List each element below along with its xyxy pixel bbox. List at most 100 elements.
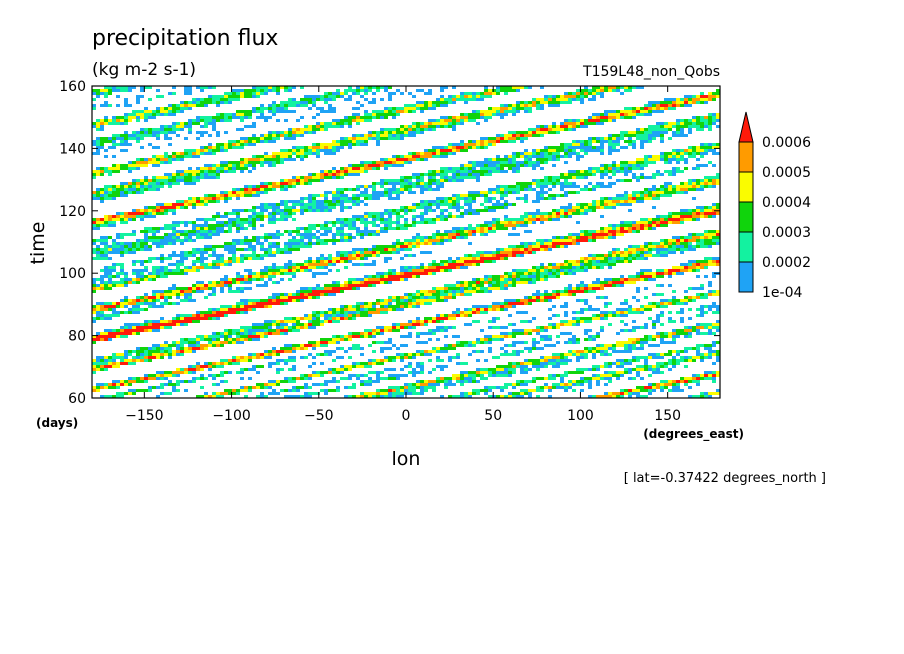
heatmap-cell — [552, 128, 564, 131]
heatmap-cell — [344, 137, 348, 140]
heatmap-cell — [208, 227, 216, 230]
heatmap-cell — [628, 131, 636, 134]
heatmap-cell — [164, 203, 172, 206]
heatmap-cell — [464, 311, 472, 314]
heatmap-cell — [516, 155, 520, 158]
heatmap-cell — [100, 359, 104, 362]
heatmap-cell — [488, 308, 492, 311]
heatmap-cell — [228, 116, 232, 119]
heatmap-cell — [436, 338, 440, 341]
heatmap-cell — [436, 119, 440, 122]
heatmap-cell — [568, 203, 572, 206]
heatmap-cell — [716, 353, 720, 356]
heatmap-cell — [204, 203, 208, 206]
heatmap-cell — [332, 98, 336, 101]
heatmap-cell — [580, 317, 592, 320]
heatmap-cell — [244, 269, 252, 272]
heatmap-cell — [428, 221, 436, 224]
heatmap-cell — [188, 236, 192, 239]
heatmap-cell — [516, 161, 524, 164]
heatmap-cell — [476, 311, 480, 314]
heatmap-cell — [196, 101, 200, 104]
heatmap-cell — [604, 203, 608, 206]
heatmap-cell — [664, 107, 668, 110]
heatmap-cell — [120, 302, 128, 305]
heatmap-cell — [588, 239, 592, 242]
heatmap-cell — [424, 266, 428, 269]
heatmap-cell — [472, 341, 476, 344]
heatmap-cell — [280, 212, 284, 215]
heatmap-cell — [524, 272, 528, 275]
heatmap-cell — [132, 191, 136, 194]
heatmap-cell — [412, 209, 416, 212]
heatmap-cell — [552, 356, 560, 359]
heatmap-cell — [420, 152, 424, 155]
heatmap-cell — [352, 113, 360, 116]
heatmap-cell — [368, 332, 372, 335]
heatmap-cell — [456, 170, 460, 173]
heatmap-cell — [336, 311, 340, 314]
heatmap-cell — [448, 236, 452, 239]
heatmap-cell — [96, 254, 100, 257]
heatmap-cell — [492, 260, 496, 263]
heatmap-cell — [188, 173, 192, 176]
heatmap-cell — [668, 212, 672, 215]
heatmap-cell — [104, 167, 108, 170]
heatmap-cell — [628, 254, 632, 257]
heatmap-cell — [524, 332, 528, 335]
heatmap-cell — [532, 149, 536, 152]
heatmap-cell — [268, 251, 272, 254]
heatmap-cell — [576, 155, 584, 158]
heatmap-cell — [548, 248, 552, 251]
heatmap-cell — [264, 215, 268, 218]
heatmap-cell — [620, 200, 624, 203]
heatmap-cell — [388, 281, 392, 284]
heatmap-cell — [312, 152, 316, 155]
heatmap-cell — [464, 230, 468, 233]
heatmap-cell — [668, 188, 672, 191]
heatmap-cell — [508, 245, 516, 248]
heatmap-cell — [668, 350, 672, 353]
heatmap-cell — [524, 110, 528, 113]
heatmap-cell — [184, 317, 208, 320]
heatmap-cell — [432, 128, 436, 131]
heatmap-cell — [224, 170, 228, 173]
heatmap-cell — [324, 353, 328, 356]
heatmap-cell — [148, 350, 160, 353]
heatmap-cell — [440, 89, 444, 92]
heatmap-cell — [436, 203, 440, 206]
heatmap-cell — [604, 317, 608, 320]
heatmap-cell — [224, 245, 236, 248]
heatmap-cell — [412, 185, 416, 188]
heatmap-cell — [156, 179, 168, 182]
heatmap-cell — [400, 257, 404, 260]
heatmap-cell — [280, 134, 284, 137]
heatmap-cell — [420, 131, 424, 134]
heatmap-cell — [448, 122, 452, 125]
heatmap-cell — [164, 296, 168, 299]
heatmap-cell — [268, 332, 272, 335]
heatmap-cell — [172, 242, 176, 245]
heatmap-cell — [716, 341, 720, 344]
heatmap-cell — [272, 89, 276, 92]
heatmap-cell — [564, 215, 568, 218]
heatmap-cell — [228, 290, 240, 293]
heatmap-cell — [672, 332, 676, 335]
heatmap-cell — [120, 185, 124, 188]
heatmap-cell — [112, 239, 116, 242]
heatmap-cell — [548, 308, 552, 311]
heatmap-cell — [628, 308, 632, 311]
heatmap-cell — [388, 134, 392, 137]
heatmap-cell — [300, 101, 308, 104]
heatmap-cell — [568, 173, 592, 176]
heatmap-cell — [340, 254, 344, 257]
heatmap-cell — [524, 296, 528, 299]
heatmap-cell — [552, 215, 556, 218]
heatmap-cell — [352, 251, 356, 254]
heatmap-cell — [544, 98, 548, 101]
heatmap-cell — [444, 299, 448, 302]
heatmap-cell — [696, 116, 700, 119]
heatmap-cell — [244, 89, 256, 92]
heatmap-cell — [408, 158, 416, 161]
heatmap-cell — [624, 134, 636, 137]
